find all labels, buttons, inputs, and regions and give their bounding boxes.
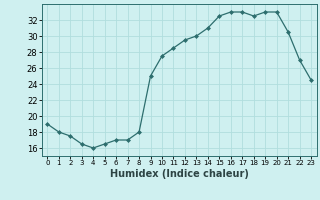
X-axis label: Humidex (Indice chaleur): Humidex (Indice chaleur): [110, 169, 249, 179]
